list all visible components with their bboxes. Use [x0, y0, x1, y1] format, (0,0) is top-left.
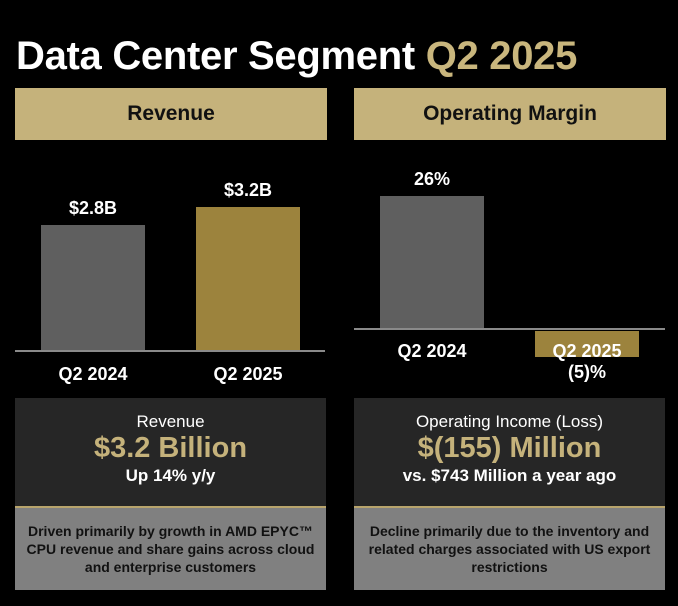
revenue-header: Revenue [15, 88, 327, 140]
summary-value: $(155) Million [417, 432, 602, 464]
category-label: Q2 2024 [397, 341, 467, 361]
category-label: Q2 2024 [58, 364, 128, 384]
bar-q2-2025 [535, 331, 639, 357]
summary-label: Revenue [136, 412, 205, 431]
margin-axis [354, 328, 665, 330]
divider [354, 506, 665, 508]
data-label: $2.8B [68, 198, 118, 218]
summary-sub: vs. $743 Million a year ago [402, 466, 617, 485]
summary-value: $3.2 Billion [93, 432, 248, 464]
data-label: $3.2B [223, 180, 273, 200]
bar-q2-2024 [41, 225, 145, 351]
data-label: (5)% [567, 362, 606, 382]
summary-sub: Up 14% y/y [125, 466, 216, 485]
divider [15, 506, 326, 508]
bar-q2-2025 [196, 207, 300, 351]
title-period: Q2 2025 [425, 34, 578, 78]
revenue-note: Driven primarily by growth in AMD EPYC™ … [15, 508, 326, 590]
note-text: Driven primarily by growth in AMD EPYC™ … [26, 523, 315, 575]
revenue-axis [15, 350, 325, 352]
category-label: Q2 2025 [552, 341, 622, 361]
data-label: 26% [413, 169, 451, 190]
revenue-summary: Revenue $3.2 Billion Up 14% y/y [15, 398, 326, 506]
margin-header: Operating Margin [354, 88, 666, 140]
page-title: Data Center Segment Q2 2025 [16, 34, 577, 79]
category-label: Q2 2025 [213, 364, 283, 384]
income-note: Decline primarily due to the inventory a… [354, 508, 665, 590]
title-main: Data Center Segment [16, 34, 415, 78]
note-text: Decline primarily due to the inventory a… [368, 523, 651, 575]
summary-label: Operating Income (Loss) [415, 412, 604, 431]
income-summary: Operating Income (Loss) $(155) Million v… [354, 398, 665, 506]
bar-q2-2024 [380, 196, 484, 329]
